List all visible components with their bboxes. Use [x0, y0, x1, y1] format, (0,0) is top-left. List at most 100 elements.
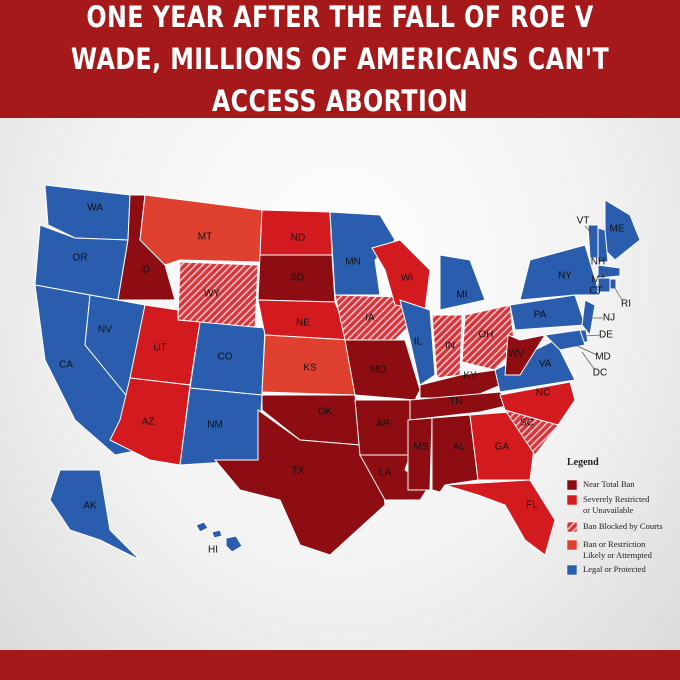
- state-label: NY: [558, 271, 572, 282]
- leader-line: [599, 254, 603, 263]
- state-label: CA: [59, 360, 73, 371]
- state-label: OH: [479, 330, 494, 341]
- state-label: RI: [621, 299, 631, 310]
- state: [213, 409, 386, 556]
- state-label: MS: [414, 442, 429, 453]
- state-label: WA: [87, 203, 103, 214]
- state-label: PA: [534, 310, 547, 321]
- state: [597, 264, 621, 279]
- state-label: SC: [520, 418, 534, 429]
- state-label: WV: [508, 349, 524, 360]
- state-label: IL: [414, 337, 423, 348]
- state-label: LA: [379, 468, 392, 479]
- leader-line: [584, 334, 601, 337]
- state-label: CO: [218, 352, 233, 363]
- state: [407, 417, 433, 491]
- state-label: ME: [610, 224, 625, 235]
- state-label: NC: [536, 388, 550, 399]
- legend-label: Legal or Protected: [583, 564, 647, 574]
- state: [597, 227, 609, 263]
- leader-line: [581, 351, 596, 371]
- state-label: MO: [370, 365, 386, 376]
- state: [344, 339, 421, 401]
- state: [49, 469, 141, 561]
- state-label: KY: [463, 371, 477, 382]
- legend-label: Ban or Restriction: [583, 539, 646, 549]
- state-label: GA: [495, 442, 510, 453]
- legend-label: Likely or Attempted: [583, 550, 653, 560]
- state: [461, 304, 516, 371]
- leader-line: [612, 284, 623, 301]
- state: [195, 521, 209, 533]
- state-label: NJ: [603, 313, 615, 324]
- leader-line: [584, 225, 594, 236]
- legend-label: Near Total Ban: [583, 479, 635, 489]
- state-label: AR: [376, 419, 390, 430]
- title: ONE YEAR AFTER THE FALL OF ROE V WADE, M…: [70, 0, 610, 118]
- state: [504, 334, 547, 376]
- region-label: DC: [593, 368, 607, 379]
- state-label: CT: [589, 286, 602, 297]
- leader-line: [574, 344, 598, 356]
- state-label: NE: [296, 318, 310, 329]
- state-label: HI: [208, 545, 218, 556]
- state-label: SD: [290, 273, 304, 284]
- state-label: AZ: [142, 417, 155, 428]
- footer-bar: [0, 650, 680, 680]
- legend-swatch: [566, 539, 578, 551]
- state-label: UT: [153, 343, 166, 354]
- legend-swatch: [566, 494, 578, 506]
- state-label: DE: [599, 330, 613, 341]
- state: [439, 254, 486, 311]
- legend-label: or Unavailable: [583, 505, 633, 515]
- state-label: IN: [445, 341, 455, 352]
- state-label: KS: [303, 363, 317, 374]
- state-label: ID: [140, 265, 150, 276]
- state: [499, 381, 576, 426]
- state-label: FL: [526, 500, 538, 511]
- state-label: VA: [539, 359, 552, 370]
- state-label: TN: [449, 397, 462, 408]
- state: [519, 244, 601, 301]
- state-label: VT: [577, 216, 590, 227]
- legend-label: Ban Blocked by Courts: [583, 521, 663, 531]
- state: [587, 224, 599, 259]
- state-label: ND: [291, 233, 305, 244]
- state-label: MN: [345, 257, 361, 268]
- leader-line: [599, 271, 606, 279]
- state-label: WI: [401, 273, 413, 284]
- state-label: MT: [198, 232, 212, 243]
- state: [581, 299, 596, 337]
- state: [409, 391, 511, 421]
- state-label: IA: [365, 313, 375, 324]
- state-label: TX: [292, 466, 305, 477]
- state: [399, 299, 436, 386]
- legend-swatch: [566, 521, 578, 533]
- state: [444, 479, 556, 556]
- state-label: NM: [207, 420, 223, 431]
- legend-swatch: [566, 479, 578, 491]
- legend-label: Severely Restricted: [583, 494, 650, 504]
- state-label: MI: [456, 290, 467, 301]
- state-label: OK: [318, 407, 333, 418]
- state-label: OR: [73, 253, 88, 264]
- state-label: AK: [83, 501, 97, 512]
- state-label: AL: [453, 442, 466, 453]
- state-label: NH: [591, 257, 605, 268]
- legend-swatch: [566, 564, 578, 576]
- state: [225, 535, 243, 553]
- state-label: NV: [98, 325, 112, 336]
- state: [597, 277, 611, 293]
- state: [609, 278, 617, 290]
- banner: ONE YEAR AFTER THE FALL OF ROE V WADE, M…: [0, 0, 680, 118]
- state: [211, 529, 223, 539]
- state: [334, 294, 411, 341]
- state-label: MD: [595, 352, 611, 363]
- leader-line: [597, 285, 604, 291]
- state: [139, 194, 263, 266]
- legend-title: Legend: [567, 457, 599, 468]
- state-label: WY: [204, 289, 220, 300]
